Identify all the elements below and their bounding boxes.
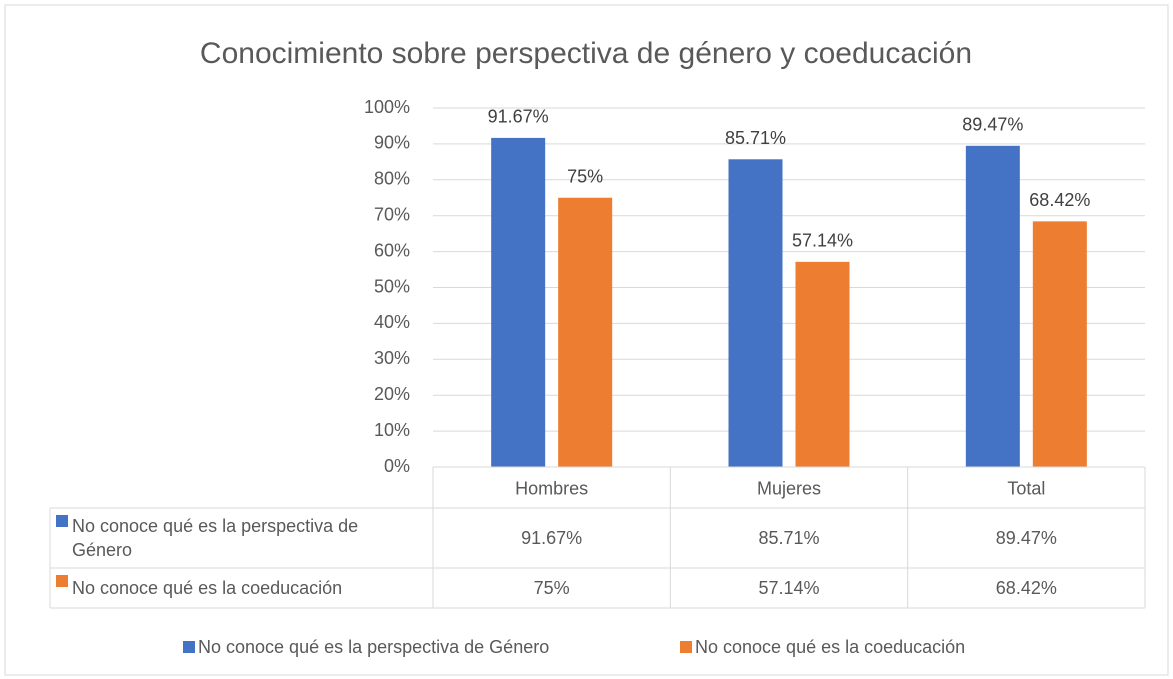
legend-label: No conoce qué es la coeducación <box>695 637 965 657</box>
bar <box>728 159 783 468</box>
y-tick-label: 50% <box>374 276 410 296</box>
table-value: 85.71% <box>758 528 819 548</box>
row-header-cell: No conoce qué es la perspectiva de Géner… <box>56 509 429 567</box>
chart-title: Conocimiento sobre perspectiva de género… <box>200 37 972 70</box>
data-label: 89.47% <box>962 115 1023 135</box>
bar <box>1032 221 1087 467</box>
data-label: 68.42% <box>1029 190 1090 210</box>
legend-key <box>56 575 68 587</box>
y-tick-label: 70% <box>374 204 410 224</box>
bar <box>965 145 1020 467</box>
row-header: No conoce qué es la coeducación <box>56 569 429 607</box>
y-tick-label: 40% <box>374 312 410 332</box>
bar <box>491 137 546 467</box>
table-value: 75% <box>534 578 570 598</box>
bar <box>795 261 850 467</box>
row-header: No conoce qué es la perspectiva de Géner… <box>56 509 429 567</box>
table-value: 57.14% <box>758 578 819 598</box>
x-tick-label: Total <box>1007 478 1045 498</box>
y-tick-label: 90% <box>374 133 410 153</box>
data-label: 91.67% <box>488 107 549 127</box>
legend-label: No conoce qué es la perspectiva de Géner… <box>198 637 549 657</box>
y-tick-label: 100% <box>364 97 410 117</box>
row-header-cell: No conoce qué es la coeducación <box>56 569 429 607</box>
legend-key <box>183 641 195 653</box>
legend-key <box>680 641 692 653</box>
table-value: 89.47% <box>996 528 1057 548</box>
y-tick-label: 20% <box>374 384 410 404</box>
x-tick-label: Mujeres <box>757 478 821 498</box>
table-value: 68.42% <box>996 578 1057 598</box>
legend-key <box>56 515 68 527</box>
x-tick-label: Hombres <box>515 478 588 498</box>
data-label: 57.14% <box>792 231 853 251</box>
y-tick-label: 30% <box>374 348 410 368</box>
y-tick-label: 60% <box>374 240 410 260</box>
table-value: 91.67% <box>521 528 582 548</box>
bar <box>558 197 613 467</box>
y-tick-label: 10% <box>374 420 410 440</box>
data-label: 75% <box>567 167 603 187</box>
row-label: No conoce qué es la coeducación <box>72 578 343 598</box>
data-label: 85.71% <box>725 128 786 148</box>
row-label: No conoce qué es la perspectiva de Géner… <box>72 516 359 560</box>
y-tick-label: 0% <box>384 456 410 476</box>
y-tick-label: 80% <box>374 169 410 189</box>
